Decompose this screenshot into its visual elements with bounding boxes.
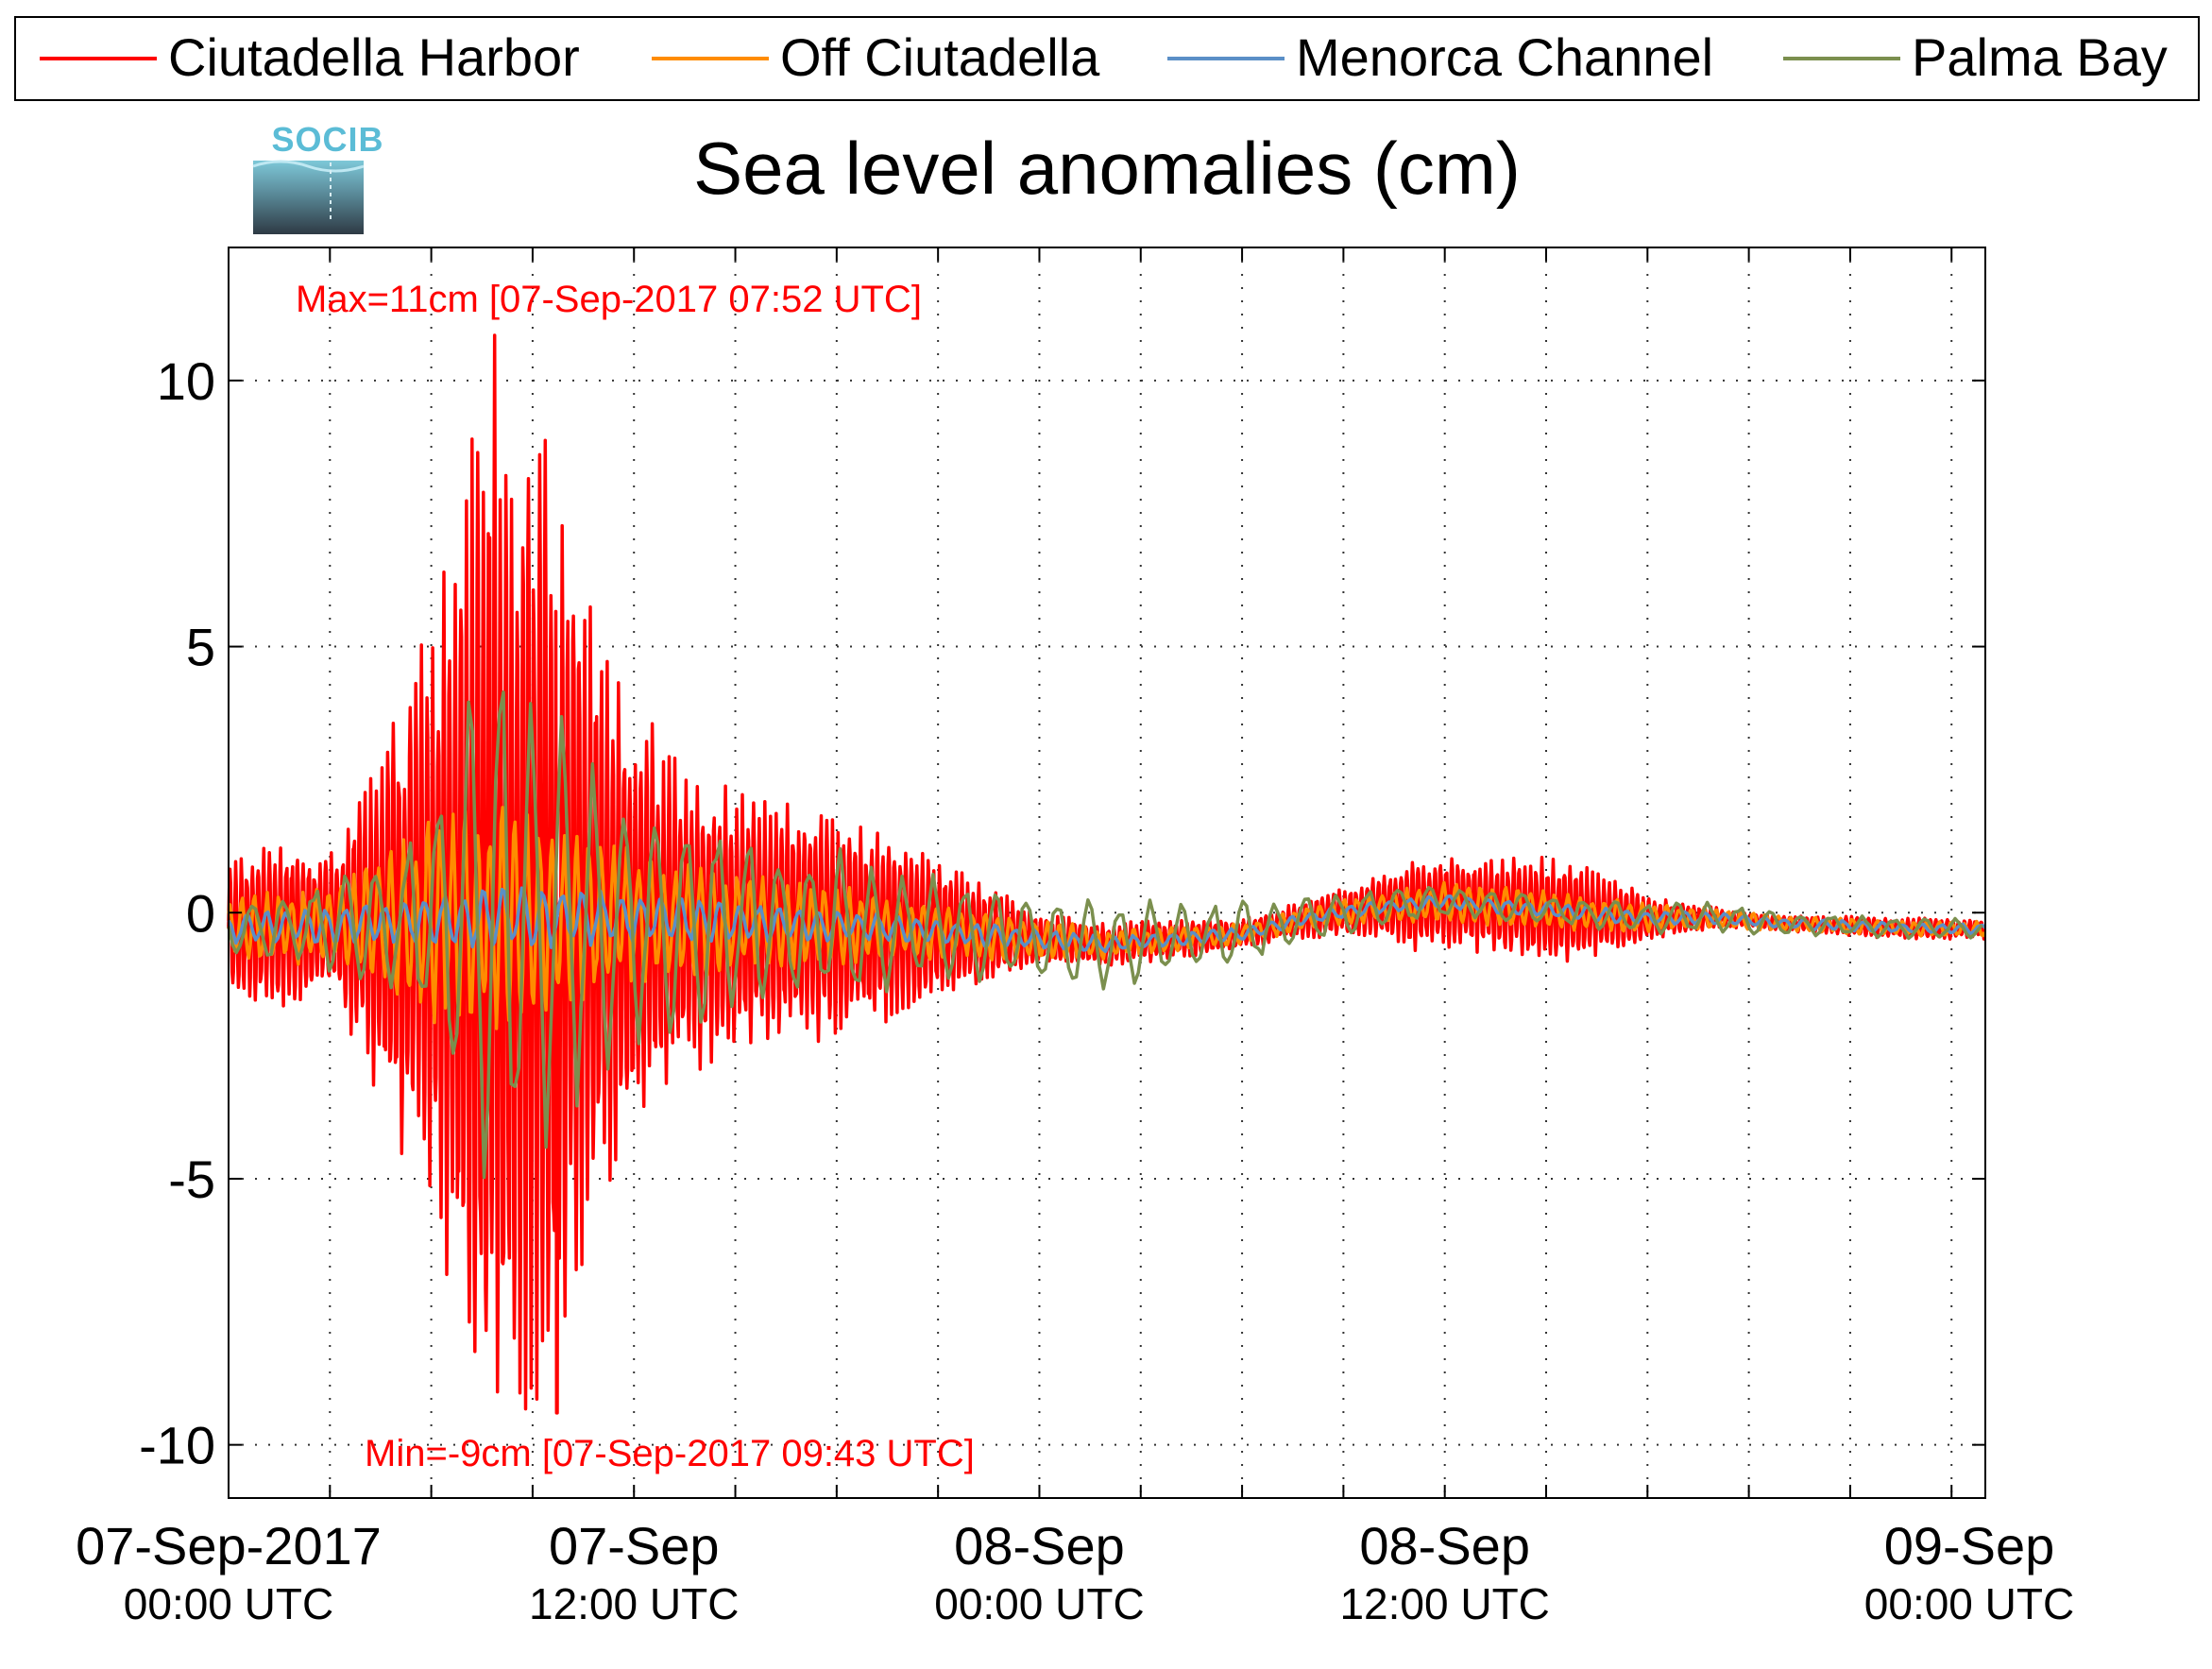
socib-logo-block <box>253 161 364 234</box>
chart-title: Sea level anomalies (cm) <box>693 127 1521 210</box>
socib-logo: SOCIB <box>252 120 383 234</box>
y-tick-label: 5 <box>186 618 215 677</box>
min-annotation: Min=-9cm [07-Sep-2017 09:43 UTC] <box>365 1433 975 1474</box>
x-tick-label-time: 00:00 UTC <box>1864 1579 2074 1628</box>
max-annotation: Max=11cm [07-Sep-2017 07:52 UTC] <box>296 279 922 320</box>
legend-label-ciutadella-harbor: Ciutadella Harbor <box>168 27 580 87</box>
x-tick-label-time: 00:00 UTC <box>124 1579 333 1628</box>
y-tick-label: 0 <box>186 883 215 943</box>
x-tick-label-date: 09-Sep <box>1884 1516 2055 1575</box>
legend-label-palma-bay: Palma Bay <box>1912 27 2168 87</box>
x-tick-label-time: 12:00 UTC <box>1339 1579 1549 1628</box>
legend-label-off-ciutadella: Off Ciutadella <box>780 27 1100 87</box>
legend-label-menorca-channel: Menorca Channel <box>1296 27 1713 87</box>
x-tick-label-time: 00:00 UTC <box>934 1579 1144 1628</box>
legend: Ciutadella Harbor Off Ciutadella Menorca… <box>14 16 2200 101</box>
x-tick-label-time: 12:00 UTC <box>529 1579 739 1628</box>
y-axis-labels: 10 5 0 -5 -10 <box>139 351 215 1475</box>
x-tick-label-date: 08-Sep <box>1359 1516 1530 1575</box>
series-layer <box>227 333 1987 1415</box>
series-line-palma-bay <box>227 690 1983 1180</box>
y-tick-label: 10 <box>157 351 215 411</box>
socib-logo-text: SOCIB <box>271 120 383 159</box>
ticks <box>229 247 1985 1498</box>
y-tick-label: -10 <box>139 1416 215 1475</box>
plot-area <box>227 247 1987 1499</box>
y-tick-label: -5 <box>168 1150 215 1209</box>
socib-logo-wave <box>252 160 365 173</box>
series-line-menorca-channel <box>227 886 1986 954</box>
x-tick-label-date: 08-Sep <box>954 1516 1125 1575</box>
x-tick-label-date: 07-Sep <box>549 1516 720 1575</box>
x-tick-label-date: 07-Sep-2017 <box>76 1516 382 1575</box>
plot-border <box>228 247 1986 1499</box>
